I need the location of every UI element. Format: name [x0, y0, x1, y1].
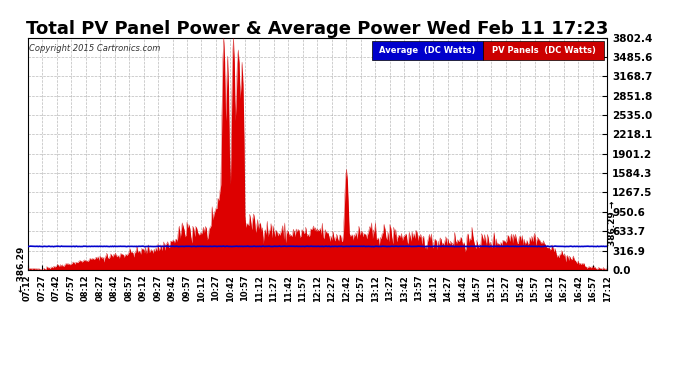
FancyBboxPatch shape	[482, 41, 604, 60]
FancyBboxPatch shape	[373, 41, 482, 60]
Title: Total PV Panel Power & Average Power Wed Feb 11 17:23: Total PV Panel Power & Average Power Wed…	[26, 20, 609, 38]
Text: PV Panels  (DC Watts): PV Panels (DC Watts)	[491, 46, 595, 55]
Text: 386.29 →: 386.29 →	[609, 201, 618, 246]
Text: Copyright 2015 Cartronics.com: Copyright 2015 Cartronics.com	[29, 45, 160, 54]
Text: Average  (DC Watts): Average (DC Watts)	[380, 46, 475, 55]
Text: ← 386.29: ← 386.29	[17, 246, 26, 292]
